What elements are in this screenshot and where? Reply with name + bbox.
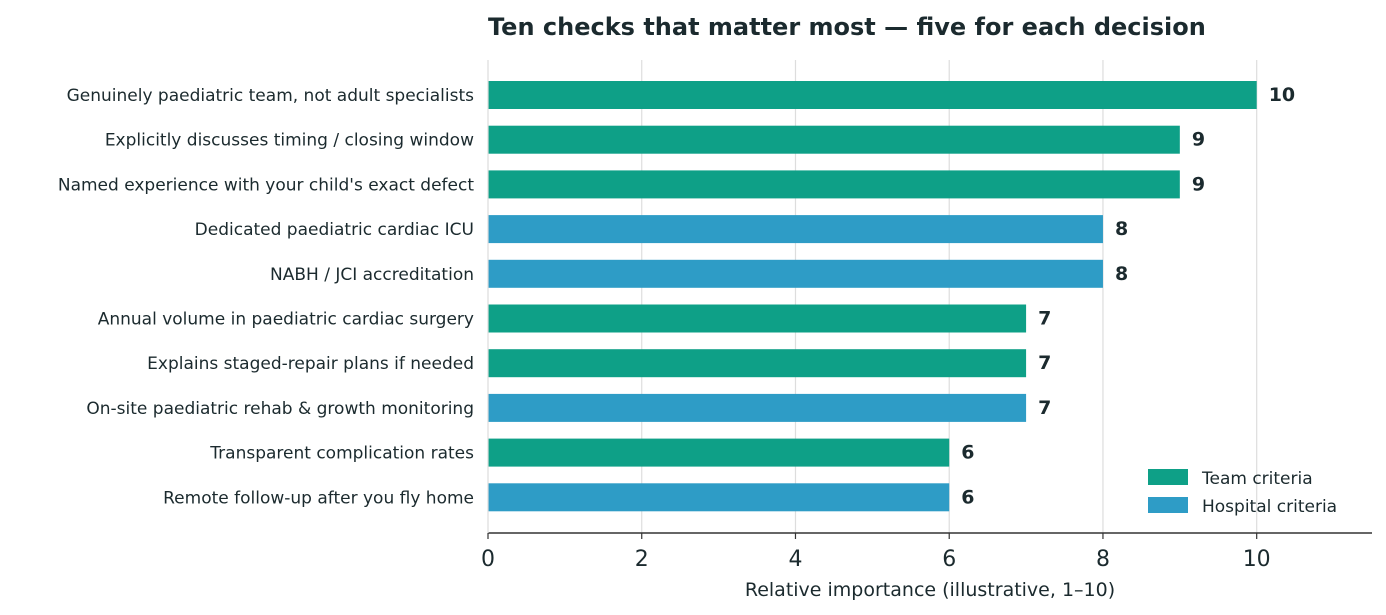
bar xyxy=(488,393,1027,422)
category-labels: Genuinely paediatric team, not adult spe… xyxy=(58,86,474,508)
data-label: 7 xyxy=(1038,308,1051,330)
x-tick-label: 0 xyxy=(481,547,495,572)
category-label: Remote follow-up after you fly home xyxy=(163,488,474,508)
x-tick-label: 4 xyxy=(788,547,802,572)
data-labels: 10 9 9 8 8 7 7 7 6 6 xyxy=(961,84,1295,508)
data-label: 6 xyxy=(961,442,974,464)
bar xyxy=(488,170,1180,199)
data-label: 9 xyxy=(1192,129,1205,151)
category-label: Dedicated paediatric cardiac ICU xyxy=(195,220,474,240)
bar xyxy=(488,304,1027,333)
bar xyxy=(488,125,1180,154)
x-tick-label: 8 xyxy=(1096,547,1110,572)
category-label: Explicitly discusses timing / closing wi… xyxy=(105,131,474,151)
bar xyxy=(488,259,1103,288)
data-label: 8 xyxy=(1115,218,1128,240)
legend-swatch xyxy=(1148,497,1188,513)
x-tick-labels: 0 2 4 6 8 10 xyxy=(481,533,1271,572)
x-tick-label: 2 xyxy=(635,547,649,572)
bars xyxy=(488,81,1257,512)
data-label: 8 xyxy=(1115,263,1128,285)
axes xyxy=(487,60,1372,534)
bar xyxy=(488,349,1027,378)
legend-label: Hospital criteria xyxy=(1202,497,1337,517)
category-label: Genuinely paediatric team, not adult spe… xyxy=(67,86,475,106)
data-label: 9 xyxy=(1192,173,1205,195)
category-label: Annual volume in paediatric cardiac surg… xyxy=(98,310,474,330)
chart-title: Ten checks that matter most — five for e… xyxy=(488,13,1206,41)
category-label: Transparent complication rates xyxy=(209,444,474,464)
bar xyxy=(488,483,950,512)
legend: Team criteria Hospital criteria xyxy=(1148,469,1337,517)
bar xyxy=(488,81,1257,109)
data-label: 10 xyxy=(1269,84,1295,106)
data-label: 7 xyxy=(1038,352,1051,374)
category-label: Named experience with your child's exact… xyxy=(58,175,474,195)
bar xyxy=(488,215,1103,244)
category-label: NABH / JCI accreditation xyxy=(270,265,474,285)
x-axis-label: Relative importance (illustrative, 1–10) xyxy=(745,579,1115,601)
legend-label: Team criteria xyxy=(1201,469,1313,489)
x-tick-label: 10 xyxy=(1243,547,1271,572)
category-label: On-site paediatric rehab & growth monito… xyxy=(86,399,474,419)
bar xyxy=(488,438,950,467)
x-tick-label: 6 xyxy=(942,547,956,572)
data-label: 7 xyxy=(1038,397,1051,419)
category-label: Explains staged-repair plans if needed xyxy=(147,354,474,374)
legend-swatch xyxy=(1148,469,1188,485)
data-label: 6 xyxy=(961,486,974,508)
